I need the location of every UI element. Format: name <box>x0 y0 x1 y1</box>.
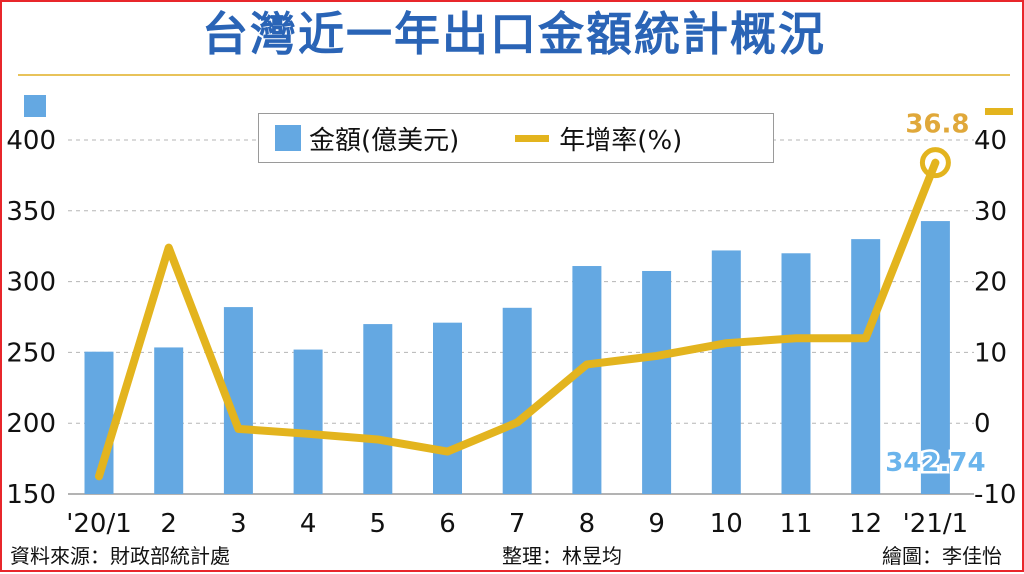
growth-point <box>237 427 240 430</box>
left-tick-label: 200 <box>6 409 56 439</box>
footer-editor: 整理：林昱均 <box>502 544 622 568</box>
footer-source: 資料來源：財政部統計處 <box>10 544 230 568</box>
bar <box>572 266 602 494</box>
bar <box>711 250 741 494</box>
bar <box>781 253 811 494</box>
growth-point <box>864 337 867 340</box>
x-tick-label: 8 <box>579 509 596 539</box>
right-tick-label: 40 <box>974 126 1007 156</box>
bar <box>293 349 323 494</box>
right-tick-label: -10 <box>974 480 1016 510</box>
bar <box>433 322 462 494</box>
x-tick-label: 7 <box>509 509 526 539</box>
growth-point <box>725 342 728 345</box>
bar <box>502 307 532 494</box>
legend-bar-swatch <box>275 125 301 151</box>
growth-point <box>516 421 519 424</box>
growth-point <box>655 354 658 357</box>
right-axis-marker <box>985 108 1013 115</box>
growth-point <box>446 450 449 453</box>
left-tick-label: 400 <box>6 126 56 156</box>
left-tick-label: 350 <box>6 197 56 227</box>
x-tick-label: '21/1 <box>903 509 969 539</box>
growth-point <box>167 246 170 249</box>
footer-artist: 繪圖：李佳怡 <box>882 544 1002 568</box>
x-tick-label: 12 <box>849 509 882 539</box>
x-tick-label: 3 <box>230 509 247 539</box>
left-tick-label: 250 <box>6 338 56 368</box>
x-tick-label: 6 <box>439 509 456 539</box>
x-tick-label: 4 <box>300 509 317 539</box>
left-axis-marker <box>24 95 46 117</box>
growth-point <box>307 432 310 435</box>
growth-point <box>934 161 937 164</box>
chart-legend: 金額(億美元) 年增率(%) <box>258 113 774 163</box>
bar <box>363 324 393 494</box>
right-tick-label: 0 <box>974 409 991 439</box>
right-tick-label: 10 <box>974 338 1007 368</box>
growth-point <box>376 438 379 441</box>
growth-point <box>98 475 100 478</box>
bar <box>851 239 881 494</box>
x-tick-label: 11 <box>779 509 812 539</box>
bar-value-label: 342.74 <box>885 448 985 478</box>
x-tick-label: '20/1 <box>66 509 132 539</box>
left-tick-label: 150 <box>6 480 56 510</box>
title-divider <box>18 74 1010 76</box>
legend-line-label: 年增率(%) <box>559 125 683 156</box>
chart-title: 台灣近一年出口金額統計概況 <box>202 7 826 61</box>
legend-line-swatch <box>515 134 550 142</box>
legend-item-amount: 金額(億美元) <box>275 120 459 157</box>
x-tick-label: 5 <box>370 509 387 539</box>
growth-point <box>585 363 588 366</box>
legend-bar-label: 金額(億美元) <box>309 125 460 156</box>
x-tick-label: 10 <box>710 509 743 539</box>
bar <box>920 221 950 495</box>
x-tick-label: 9 <box>648 509 665 539</box>
bar <box>642 270 672 494</box>
line-value-label: 36.8 <box>905 110 969 140</box>
bar <box>154 347 184 494</box>
x-tick-label: 2 <box>160 509 177 539</box>
left-tick-label: 300 <box>6 268 56 298</box>
right-tick-label: 30 <box>974 197 1007 227</box>
right-tick-label: 20 <box>974 268 1007 298</box>
highlight-ring <box>919 147 951 179</box>
legend-item-growth: 年增率(%) <box>475 120 682 157</box>
growth-point <box>795 337 797 340</box>
